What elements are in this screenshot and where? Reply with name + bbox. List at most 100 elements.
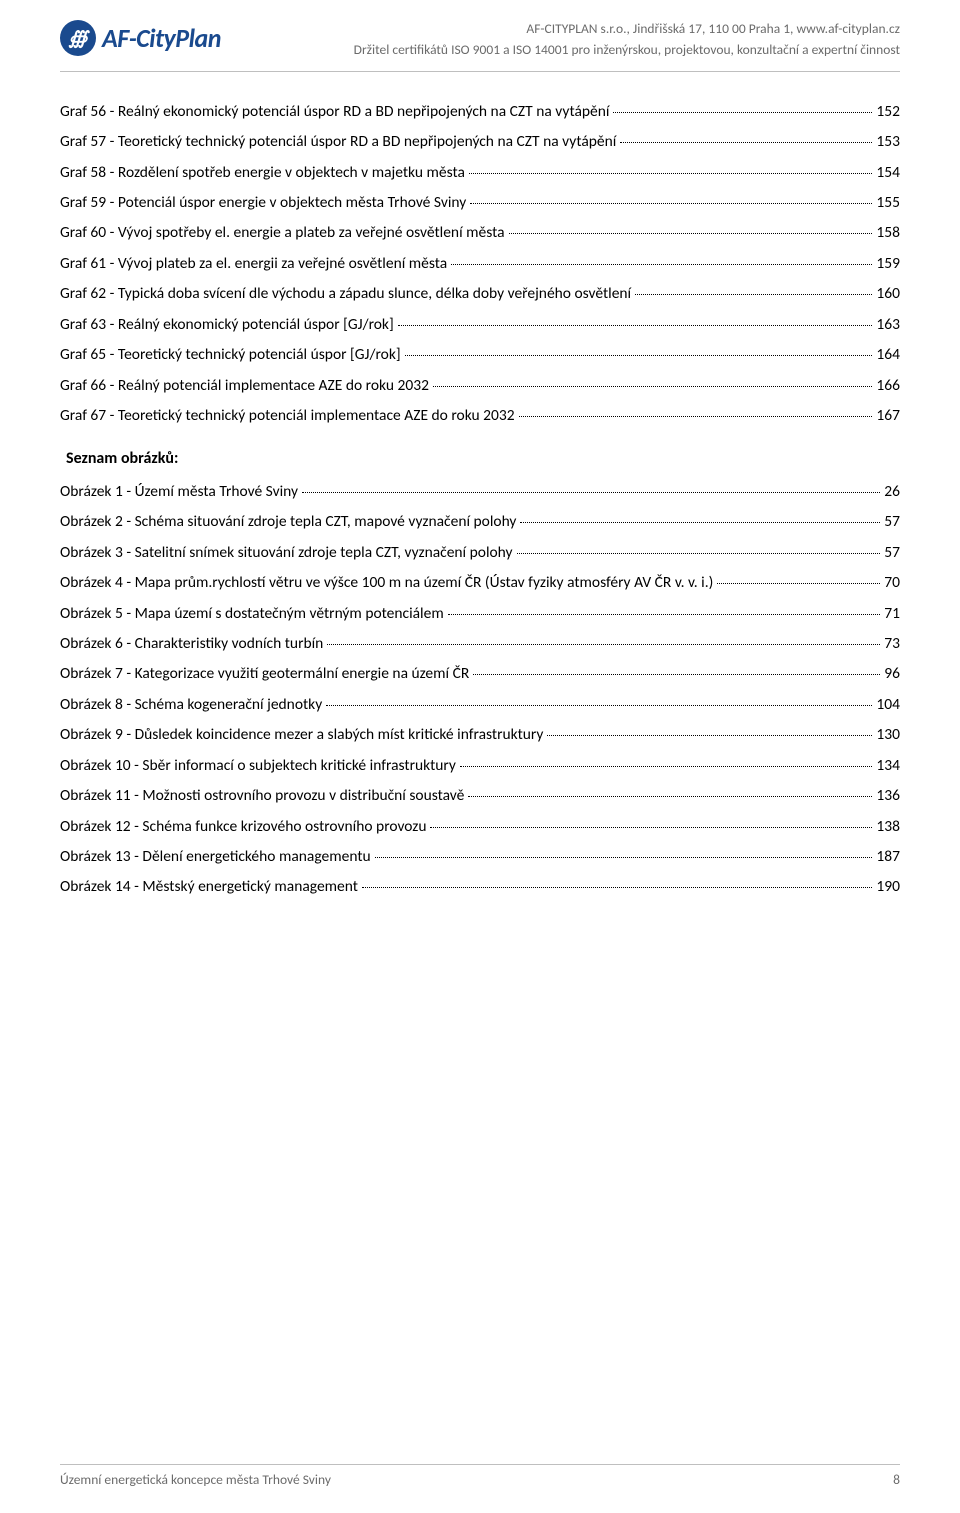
toc-label: Graf 59 - Potenciál úspor energie v obje… xyxy=(60,193,466,214)
logo-text: AF-CityPlan xyxy=(102,22,221,54)
toc-leader-dots xyxy=(517,553,881,554)
page-footer: Územní energetická koncepce města Trhové… xyxy=(60,1464,900,1488)
logo: ∰ AF-CityPlan xyxy=(60,20,221,56)
toc-leader-dots xyxy=(473,674,880,675)
toc-graphs-list: Graf 56 - Reálný ekonomický potenciál ús… xyxy=(60,102,900,427)
toc-entry[interactable]: Graf 63 - Reálný ekonomický potenciál ús… xyxy=(60,315,900,336)
header-address: AF-CITYPLAN s.r.o., Jindřišská 17, 110 0… xyxy=(221,20,900,60)
toc-page-number: 155 xyxy=(876,193,900,214)
toc-leader-dots xyxy=(468,796,872,797)
toc-label: Obrázek 10 - Sběr informací o subjektech… xyxy=(60,756,456,777)
toc-leader-dots xyxy=(433,386,873,387)
toc-label: Obrázek 1 - Území města Trhové Sviny xyxy=(60,482,298,503)
toc-label: Graf 66 - Reálný potenciál implementace … xyxy=(60,376,429,397)
toc-page-number: 166 xyxy=(876,376,900,397)
toc-entry[interactable]: Obrázek 4 - Mapa prům.rychlostí větru ve… xyxy=(60,573,900,594)
toc-page-number: 104 xyxy=(876,695,900,716)
toc-label: Obrázek 5 - Mapa území s dostatečným vět… xyxy=(60,604,444,625)
toc-page-number: 26 xyxy=(884,482,900,503)
header-line1: AF-CITYPLAN s.r.o., Jindřišská 17, 110 0… xyxy=(221,20,900,39)
toc-page-number: 138 xyxy=(876,817,900,838)
toc-page-number: 154 xyxy=(876,163,900,184)
toc-entry[interactable]: Obrázek 6 - Charakteristiky vodních turb… xyxy=(60,634,900,655)
toc-page-number: 153 xyxy=(876,132,900,153)
footer-row: Územní energetická koncepce města Trhové… xyxy=(60,1471,900,1488)
toc-entry[interactable]: Obrázek 3 - Satelitní snímek situování z… xyxy=(60,543,900,564)
toc-leader-dots xyxy=(520,522,880,523)
toc-entry[interactable]: Graf 60 - Vývoj spotřeby el. energie a p… xyxy=(60,223,900,244)
section-heading: Seznam obrázků: xyxy=(66,449,900,468)
toc-label: Graf 57 - Teoretický technický potenciál… xyxy=(60,132,616,153)
toc-page-number: 163 xyxy=(876,315,900,336)
toc-page-number: 70 xyxy=(884,573,900,594)
toc-page-number: 158 xyxy=(876,223,900,244)
toc-entry[interactable]: Graf 61 - Vývoj plateb za el. energii za… xyxy=(60,254,900,275)
toc-page-number: 190 xyxy=(876,877,900,898)
toc-leader-dots xyxy=(302,492,880,493)
logo-icon: ∰ xyxy=(60,20,96,56)
toc-label: Graf 67 - Teoretický technický potenciál… xyxy=(60,406,515,427)
toc-label: Obrázek 13 - Dělení energetického manage… xyxy=(60,847,371,868)
toc-entry[interactable]: Graf 56 - Reálný ekonomický potenciál ús… xyxy=(60,102,900,123)
toc-label: Obrázek 12 - Schéma funkce krizového ost… xyxy=(60,817,426,838)
toc-label: Obrázek 6 - Charakteristiky vodních turb… xyxy=(60,634,323,655)
toc-entry[interactable]: Obrázek 13 - Dělení energetického manage… xyxy=(60,847,900,868)
toc-entry[interactable]: Obrázek 9 - Důsledek koincidence mezer a… xyxy=(60,725,900,746)
toc-page-number: 152 xyxy=(876,102,900,123)
toc-leader-dots xyxy=(620,142,872,143)
toc-entry[interactable]: Obrázek 12 - Schéma funkce krizového ost… xyxy=(60,817,900,838)
toc-leader-dots xyxy=(375,857,873,858)
toc-leader-dots xyxy=(460,766,873,767)
toc-images-list: Obrázek 1 - Území města Trhové Sviny 26O… xyxy=(60,482,900,898)
toc-page-number: 160 xyxy=(876,284,900,305)
toc-entry[interactable]: Obrázek 2 - Schéma situování zdroje tepl… xyxy=(60,512,900,533)
toc-leader-dots xyxy=(470,203,872,204)
toc-entry[interactable]: Graf 59 - Potenciál úspor energie v obje… xyxy=(60,193,900,214)
toc-entry[interactable]: Graf 67 - Teoretický technický potenciál… xyxy=(60,406,900,427)
toc-label: Obrázek 11 - Možnosti ostrovního provozu… xyxy=(60,786,464,807)
header-line2: Držitel certifikátů ISO 9001 a ISO 14001… xyxy=(221,41,900,60)
toc-entry[interactable]: Graf 65 - Teoretický technický potenciál… xyxy=(60,345,900,366)
toc-entry[interactable]: Obrázek 7 - Kategorizace využití geoterm… xyxy=(60,664,900,685)
toc-leader-dots xyxy=(635,294,872,295)
toc-leader-dots xyxy=(613,112,872,113)
toc-entry[interactable]: Obrázek 10 - Sběr informací o subjektech… xyxy=(60,756,900,777)
toc-page-number: 130 xyxy=(876,725,900,746)
logo-glyph: ∰ xyxy=(68,27,87,49)
toc-page-number: 159 xyxy=(876,254,900,275)
toc-page-number: 167 xyxy=(876,406,900,427)
footer-page: 8 xyxy=(893,1471,900,1488)
toc-entry[interactable]: Graf 62 - Typická doba svícení dle výcho… xyxy=(60,284,900,305)
toc-label: Obrázek 9 - Důsledek koincidence mezer a… xyxy=(60,725,543,746)
footer-title: Územní energetická koncepce města Trhové… xyxy=(60,1471,331,1488)
toc-entry[interactable]: Graf 58 - Rozdělení spotřeb energie v ob… xyxy=(60,163,900,184)
toc-page-number: 71 xyxy=(884,604,900,625)
toc-leader-dots xyxy=(326,705,872,706)
toc-label: Obrázek 4 - Mapa prům.rychlostí větru ve… xyxy=(60,573,713,594)
toc-label: Obrázek 3 - Satelitní snímek situování z… xyxy=(60,543,513,564)
toc-label: Graf 58 - Rozdělení spotřeb energie v ob… xyxy=(60,163,465,184)
toc-leader-dots xyxy=(717,583,880,584)
toc-entry[interactable]: Obrázek 1 - Území města Trhové Sviny 26 xyxy=(60,482,900,503)
toc-entry[interactable]: Graf 57 - Teoretický technický potenciál… xyxy=(60,132,900,153)
toc-label: Graf 61 - Vývoj plateb za el. energii za… xyxy=(60,254,447,275)
toc-entry[interactable]: Obrázek 14 - Městský energetický managem… xyxy=(60,877,900,898)
toc-entry[interactable]: Obrázek 8 - Schéma kogenerační jednotky … xyxy=(60,695,900,716)
toc-entry[interactable]: Graf 66 - Reálný potenciál implementace … xyxy=(60,376,900,397)
toc-leader-dots xyxy=(547,735,872,736)
toc-page-number: 134 xyxy=(876,756,900,777)
toc-page-number: 57 xyxy=(884,543,900,564)
toc-label: Graf 62 - Typická doba svícení dle výcho… xyxy=(60,284,631,305)
toc-entry[interactable]: Obrázek 5 - Mapa území s dostatečným vět… xyxy=(60,604,900,625)
toc-leader-dots xyxy=(469,173,872,174)
toc-page-number: 164 xyxy=(876,345,900,366)
toc-label: Obrázek 2 - Schéma situování zdroje tepl… xyxy=(60,512,516,533)
toc-entry[interactable]: Obrázek 11 - Možnosti ostrovního provozu… xyxy=(60,786,900,807)
toc-label: Graf 65 - Teoretický technický potenciál… xyxy=(60,345,401,366)
toc-leader-dots xyxy=(430,827,872,828)
toc-leader-dots xyxy=(448,614,881,615)
toc-label: Obrázek 8 - Schéma kogenerační jednotky xyxy=(60,695,322,716)
toc-page-number: 73 xyxy=(884,634,900,655)
toc-leader-dots xyxy=(362,887,872,888)
toc-page-number: 57 xyxy=(884,512,900,533)
